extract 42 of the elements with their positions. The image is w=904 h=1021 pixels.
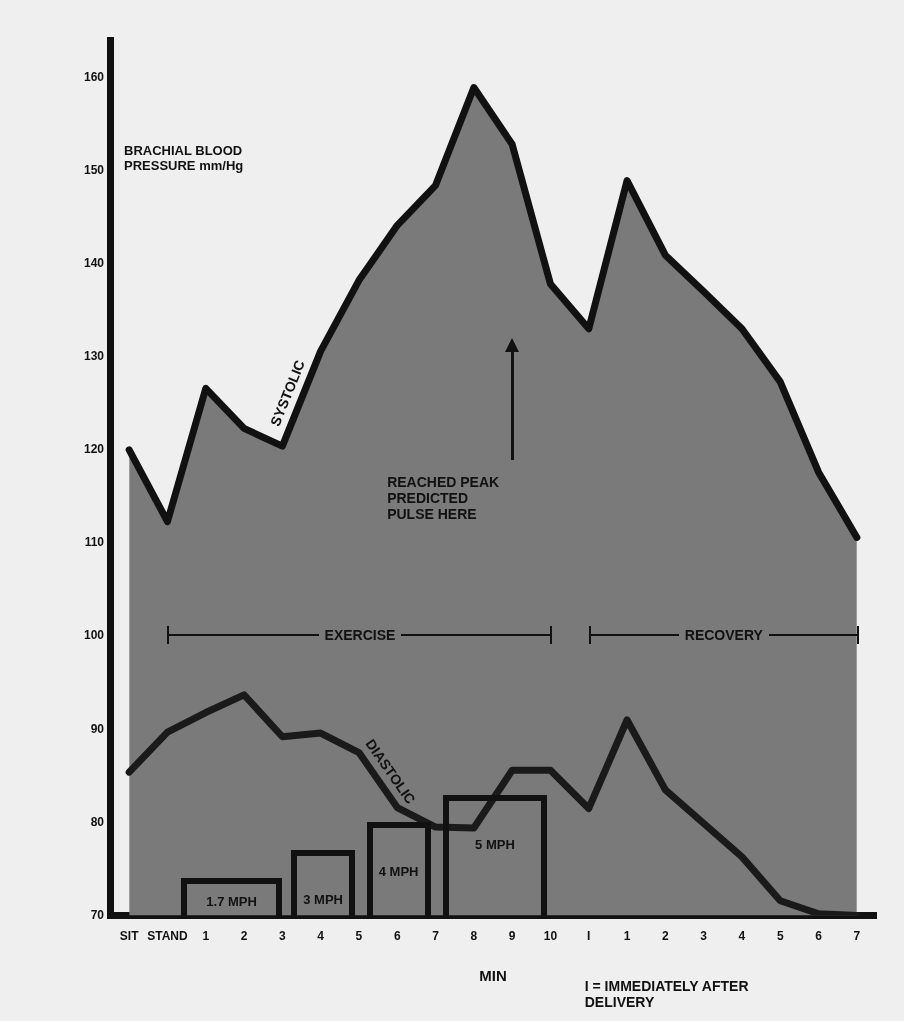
x-tick-label: 5	[355, 929, 363, 944]
y-tick-label: 150	[83, 162, 105, 177]
x-tick-label: 4	[738, 929, 746, 944]
x-tick-label: 7	[432, 929, 440, 944]
x-tick-label: 5	[776, 929, 784, 944]
y-tick-label: 130	[83, 349, 105, 364]
annotation: RECOVERY	[683, 627, 764, 644]
x-tick-label: I	[587, 929, 591, 944]
y-axis-title: BRACHIAL BLOOD PRESSURE mm/Hg	[124, 143, 244, 174]
y-tick-label: 70	[90, 907, 105, 922]
x-tick-label: 8	[470, 929, 478, 944]
x-tick-label: 6	[393, 929, 401, 944]
x-tick-label: 6	[815, 929, 823, 944]
span-bracket: EXERCISE	[167, 626, 553, 645]
x-tick-label: 7	[853, 929, 861, 944]
y-tick-label: 120	[83, 442, 105, 457]
annotation: 1.7 MPH	[205, 893, 258, 910]
text: I = IMMEDIATELY AFTER DELIVERY	[584, 977, 750, 1010]
annotation: 4 MPH	[377, 863, 420, 880]
y-tick-label: 140	[83, 255, 105, 270]
x-tick-label: STAND	[147, 929, 189, 944]
x-tick-label: 2	[240, 929, 248, 944]
span-bracket: RECOVERY	[588, 626, 859, 645]
x-tick-label: 9	[508, 929, 516, 944]
annotation: 5 MPH	[474, 836, 516, 853]
x-tick-label: 10	[543, 929, 558, 944]
x-tick-label: 2	[662, 929, 670, 944]
annotation: EXERCISE	[323, 627, 397, 644]
y-tick-label: 110	[84, 535, 105, 550]
x-axis-title: MIN	[479, 967, 507, 985]
annotation: REACHED PEAK PREDICTED PULSE HERE	[387, 474, 501, 523]
x-tick-label: 1	[623, 929, 631, 944]
y-tick-label: 90	[90, 721, 105, 736]
x-tick-label: SIT	[119, 929, 140, 944]
y-tick-label: 100	[83, 628, 105, 643]
y-tick-label: 160	[83, 69, 105, 84]
x-tick-label: 3	[700, 929, 708, 944]
y-tick-label: 80	[90, 814, 105, 829]
annotation: 3 MPH	[302, 891, 344, 908]
x-tick-label: 1	[202, 929, 210, 944]
x-tick-label: 3	[279, 929, 287, 944]
x-tick-label: 4	[317, 929, 325, 944]
